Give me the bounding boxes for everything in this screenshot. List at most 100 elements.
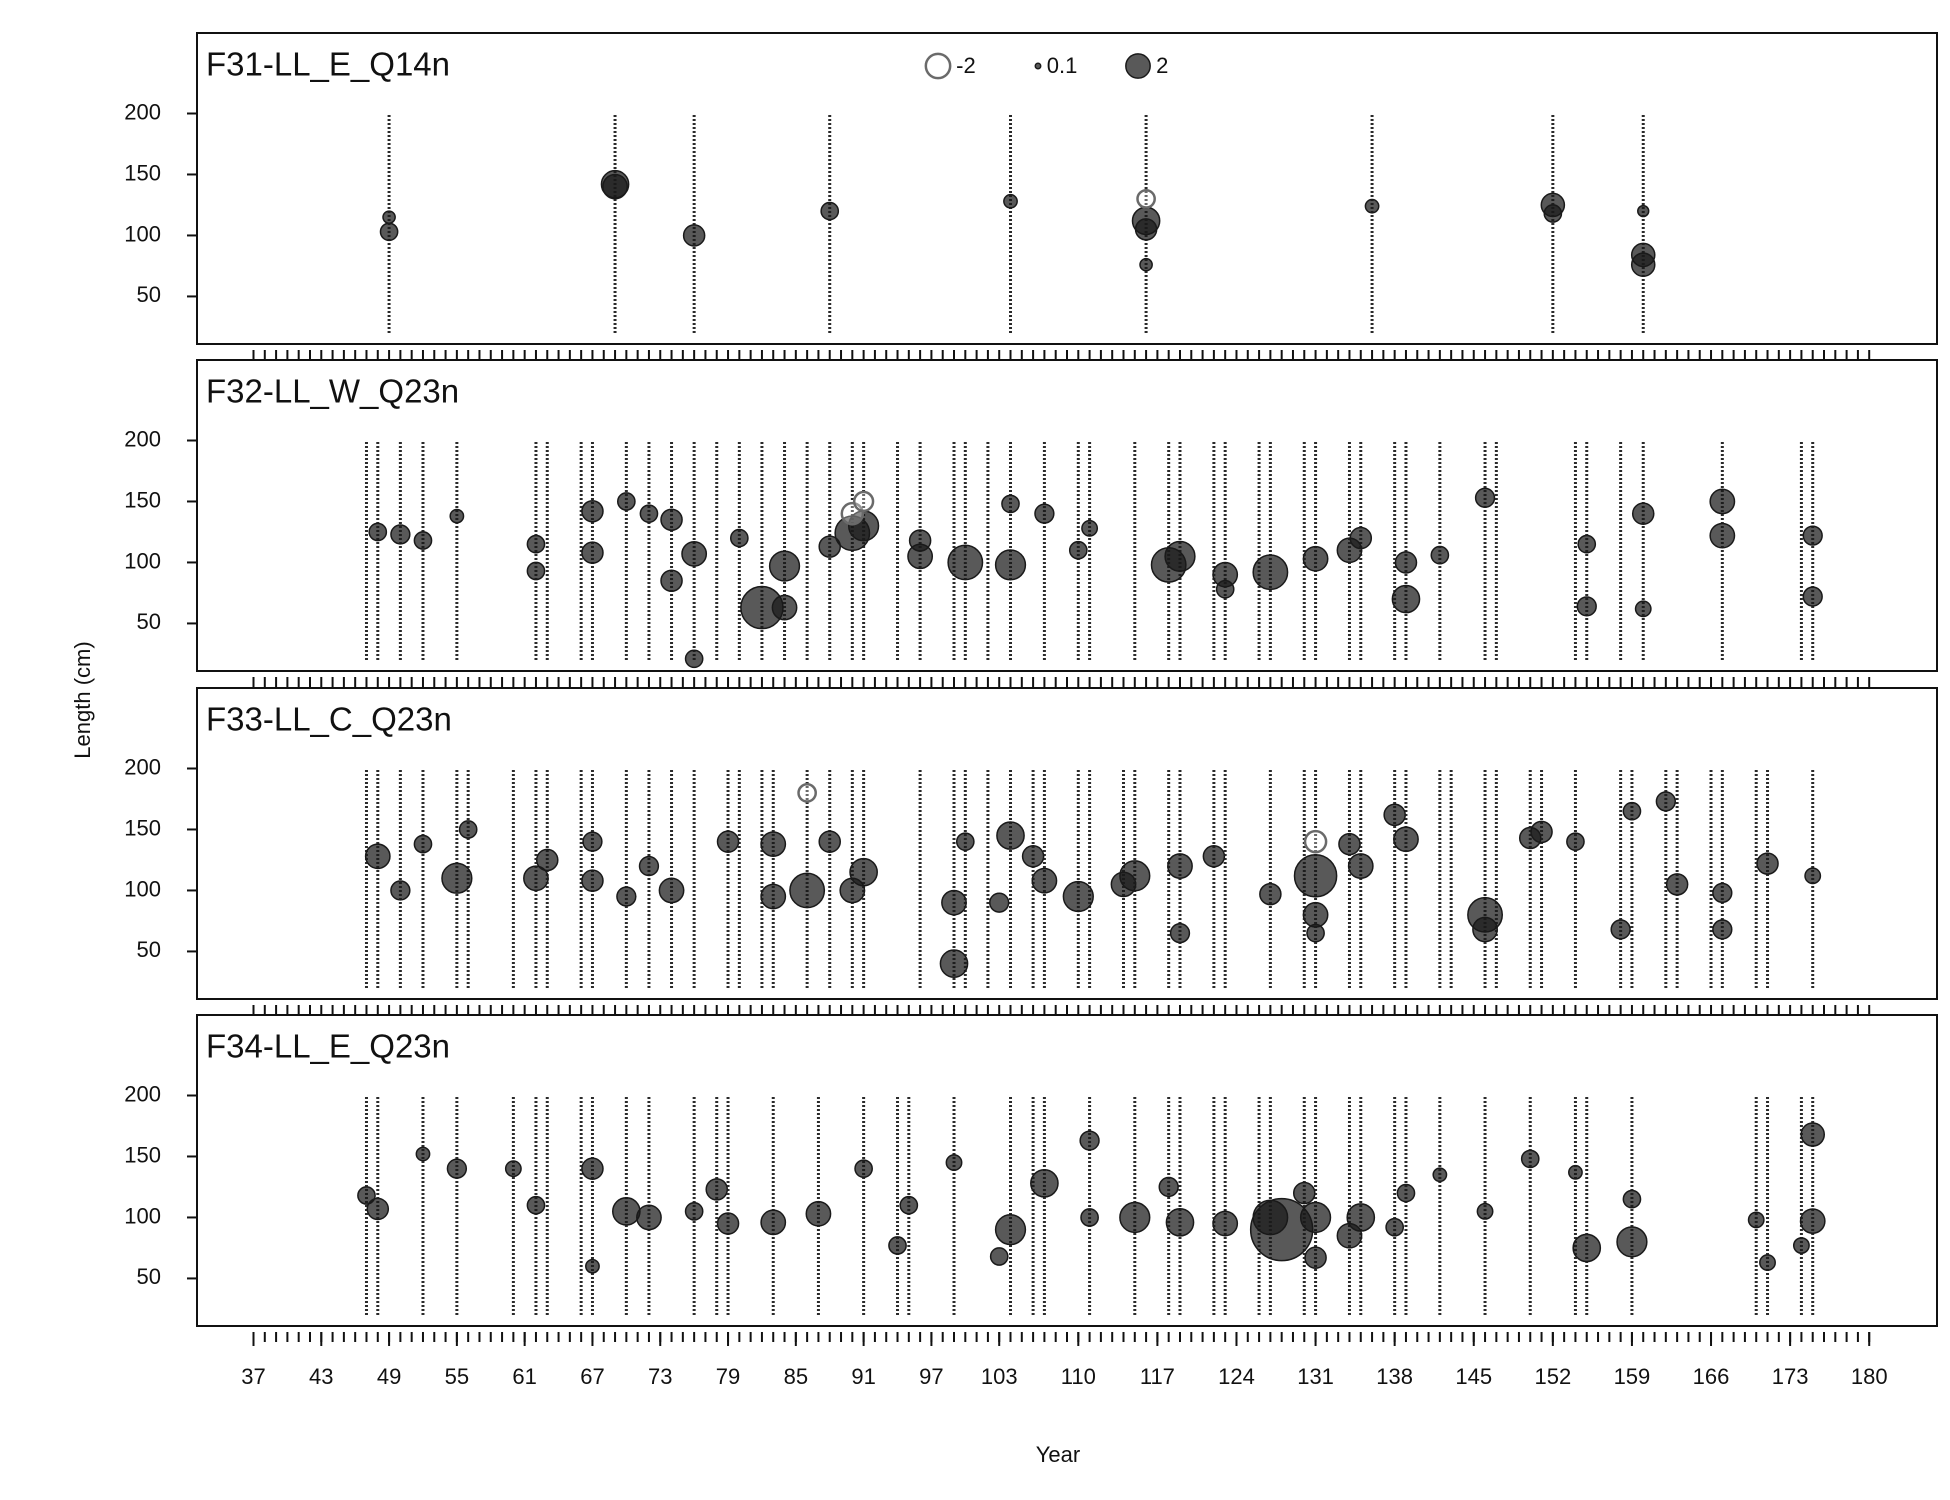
x-tick-label: 131 [1297, 1364, 1334, 1389]
bubble [617, 492, 636, 511]
bubble [526, 1195, 546, 1215]
bubble [1034, 62, 1042, 70]
legend-label: -2 [956, 53, 976, 78]
bubble [1530, 820, 1553, 844]
bubble [1306, 923, 1325, 943]
bubble [1202, 845, 1226, 868]
bubble [582, 831, 603, 852]
x-tick-label: 103 [981, 1364, 1018, 1389]
bubble [1655, 791, 1677, 812]
bubble [947, 544, 984, 581]
bubble [1081, 519, 1099, 537]
bubble [1252, 554, 1289, 591]
bubble [899, 1195, 919, 1215]
y-tick-label: 100 [124, 1203, 161, 1228]
x-tick-label: 180 [1851, 1364, 1888, 1389]
x-tick-label: 55 [445, 1364, 469, 1389]
bubble [523, 865, 549, 892]
bubble [908, 529, 932, 552]
bubble [1119, 1201, 1151, 1234]
bubble [585, 1258, 600, 1274]
bubble [1665, 873, 1689, 896]
bubble [805, 1200, 832, 1227]
bubble [1302, 545, 1329, 572]
x-tick-label: 79 [716, 1364, 740, 1389]
bubble [1637, 204, 1650, 218]
bubble [924, 52, 952, 80]
bubble [789, 872, 826, 909]
bubble [658, 877, 685, 904]
bubble [1802, 525, 1823, 546]
bubble [1472, 916, 1498, 943]
bubble [1304, 1246, 1327, 1269]
x-tick-label: 73 [648, 1364, 672, 1389]
bubble [368, 522, 388, 542]
bubble [1520, 1149, 1540, 1169]
bubble [1347, 853, 1374, 879]
bubble [1080, 1208, 1099, 1227]
bubble [1001, 494, 1020, 514]
bubble [1030, 1168, 1059, 1198]
bubble [996, 821, 1025, 850]
bubble [1576, 596, 1597, 617]
bubble [639, 504, 659, 524]
bubble [1158, 1176, 1179, 1198]
bubble [1303, 829, 1328, 854]
bubble [941, 889, 967, 916]
bubble [1165, 1207, 1195, 1237]
bubble [660, 569, 683, 593]
bubble [1756, 852, 1779, 875]
bubble [1759, 1254, 1776, 1272]
bubble [638, 855, 660, 877]
y-tick-label: 150 [124, 815, 161, 840]
bubble [1476, 1202, 1494, 1220]
bubble [989, 892, 1010, 913]
bubble [1034, 503, 1055, 524]
x-tick-label: 61 [512, 1364, 536, 1389]
bubble [1568, 1164, 1583, 1180]
bubble [449, 508, 465, 524]
bubble [1799, 1208, 1826, 1235]
bubble [945, 1154, 963, 1172]
bubble [1622, 801, 1642, 821]
bubble [1800, 1122, 1826, 1147]
bubble [1031, 867, 1058, 894]
panel-title: F34-LL_E_Q23n [206, 1028, 450, 1065]
y-tick-label: 100 [124, 221, 161, 246]
bubble [415, 1146, 431, 1162]
y-tick-label: 100 [124, 548, 161, 573]
bubble [818, 535, 842, 558]
y-tick-label: 200 [124, 754, 161, 779]
bubble [1566, 832, 1585, 852]
bubble [1631, 502, 1655, 525]
x-tick-label: 152 [1534, 1364, 1571, 1389]
bubble [1577, 534, 1597, 554]
bubble [382, 210, 396, 224]
bubble [705, 1178, 729, 1201]
bubble [854, 1159, 873, 1179]
bubble [366, 1197, 390, 1221]
bubble [1747, 1211, 1765, 1229]
bubble [684, 649, 704, 669]
y-tick-label: 150 [124, 160, 161, 185]
bubble [1393, 826, 1419, 853]
panel-title: F31-LL_E_Q14n [206, 46, 450, 83]
bubble [441, 862, 473, 894]
panel-title: F33-LL_C_Q23n [206, 701, 452, 738]
bubble [1385, 1217, 1405, 1237]
bubble [684, 1202, 704, 1221]
y-tick-label: 50 [137, 282, 161, 307]
bubble [581, 869, 604, 892]
bubble [616, 886, 637, 907]
bubble [760, 831, 787, 858]
bubble [797, 783, 817, 803]
panel-frame [196, 32, 1938, 345]
bubble [602, 173, 628, 200]
x-tick-label: 43 [309, 1364, 333, 1389]
bubble [1068, 540, 1088, 560]
bubble [760, 883, 787, 910]
bubble [1125, 53, 1151, 79]
bubble [682, 224, 706, 247]
x-tick-label: 67 [580, 1364, 604, 1389]
bubble [1349, 526, 1373, 550]
